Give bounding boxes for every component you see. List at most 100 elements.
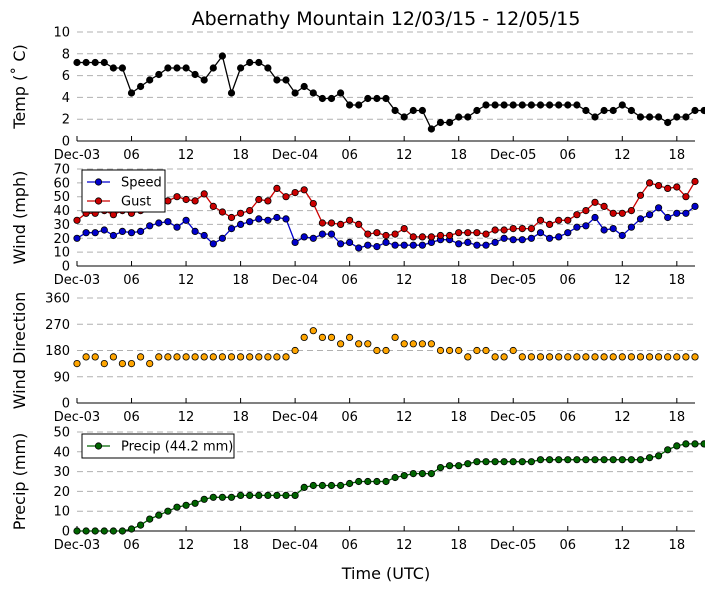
x-tick-label: 12 [396,410,413,425]
data-point [591,113,599,121]
data-point [246,218,254,226]
data-point [355,340,363,348]
data-point [527,101,536,109]
data-point [91,353,99,361]
data-point [464,353,472,361]
data-point [645,179,654,187]
data-point [545,101,554,109]
data-point [82,229,90,237]
data-point [218,208,226,216]
data-point [164,507,172,515]
data-point [673,353,681,361]
data-point [482,230,490,238]
y-tick-label: 50 [53,426,70,441]
data-point [673,209,681,217]
data-point [282,76,290,84]
data-point [445,118,454,127]
data-point [654,182,663,190]
x-tick-label: 06 [123,148,140,163]
data-point [518,236,526,244]
data-point [345,333,354,341]
data-point [682,209,690,217]
data-point [146,222,154,230]
data-point [591,213,599,222]
data-point [364,94,372,103]
data-point [382,94,390,103]
data-point [327,481,336,490]
data-point [373,229,381,237]
data-point [336,240,345,248]
data-point [654,113,663,121]
data-point [345,216,354,224]
y-axis-label: Wind Direction [10,292,29,410]
x-tick-label: 06 [341,538,358,553]
data-point [327,333,336,341]
data-point [373,346,381,355]
data-point [73,216,81,224]
data-point [409,233,417,241]
x-tick-label: 06 [341,273,358,288]
data-point [418,233,426,241]
data-point [455,462,463,470]
data-point [100,226,108,234]
data-point [645,454,654,462]
x-tick-label: 06 [123,273,140,288]
data-point [309,327,317,335]
data-point [573,353,581,361]
data-point [545,220,554,228]
data-point [364,230,372,238]
x-tick-label: 12 [396,148,413,163]
x-tick-label: 12 [614,538,631,553]
y-tick-label: 8 [62,47,70,62]
data-point [636,353,645,361]
data-point [227,213,236,222]
data-point [600,226,608,234]
data-point [609,106,617,115]
data-point [436,231,445,240]
data-point [564,353,572,361]
data-point [573,211,581,219]
data-point [291,238,299,246]
data-point [100,527,108,535]
x-tick-label: 18 [232,538,249,553]
x-tick-label: 18 [232,273,249,288]
y-tick-label: 0 [62,397,70,412]
x-tick-label: 12 [396,538,413,553]
data-point [564,216,572,224]
data-point [500,353,508,361]
y-tick-label: 90 [53,370,70,385]
data-point [636,215,645,223]
data-point [237,64,245,72]
data-point [109,527,118,535]
y-tick-label: 30 [53,465,70,480]
data-point [682,353,690,361]
data-point [645,353,654,361]
y-tick-label: 180 [45,344,70,359]
data-point [364,340,372,348]
y-tick-label: 70 [53,163,70,178]
data-point [282,215,290,223]
data-point [300,82,308,91]
data-point [509,225,517,233]
data-point [200,76,208,84]
data-point [500,458,508,466]
data-point [664,118,672,127]
data-point [246,58,254,67]
data-point [555,456,563,464]
data-point [582,456,590,464]
data-point [109,64,118,72]
x-tick-label: 12 [396,273,413,288]
data-point [473,229,481,237]
data-point [109,231,118,240]
data-point [191,227,199,235]
data-point [400,241,408,249]
data-point [336,89,345,97]
data-point [237,220,245,228]
data-point [545,234,554,242]
data-point [445,346,454,355]
y-tick-label: 6 [62,69,70,84]
data-point [509,101,517,109]
data-point [291,346,299,355]
data-point [591,456,599,464]
data-point [491,353,499,361]
